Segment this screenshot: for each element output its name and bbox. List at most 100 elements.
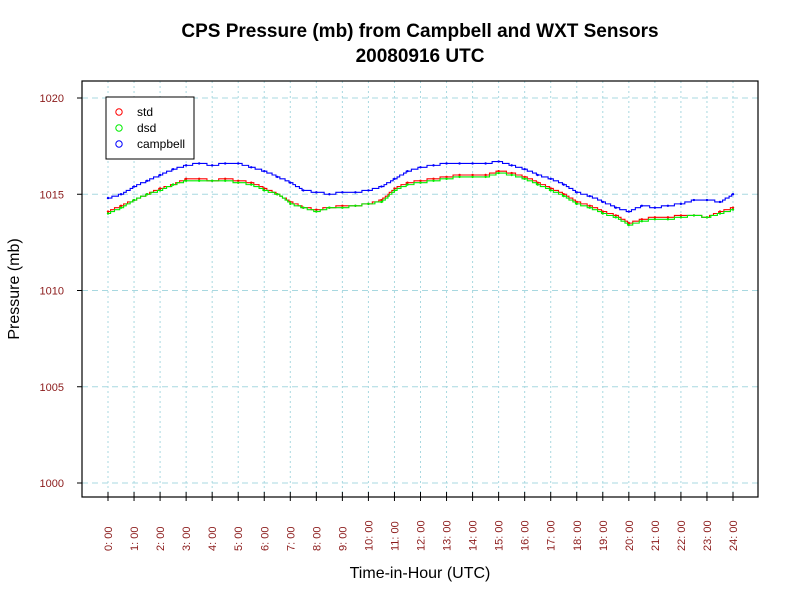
data-point-campbell	[614, 206, 618, 209]
data-point-campbell	[562, 183, 565, 186]
data-point-dsd	[184, 179, 188, 182]
data-point-std	[666, 216, 670, 219]
data-point-campbell	[132, 185, 136, 188]
x-tick-label: 11: 00	[389, 521, 401, 551]
data-point-std	[158, 187, 162, 190]
data-point-std	[588, 204, 591, 207]
data-point-campbell	[653, 206, 657, 209]
data-point-campbell	[640, 204, 644, 207]
data-point-std	[549, 187, 552, 190]
data-point-dsd	[549, 189, 552, 192]
data-point-dsd	[145, 193, 149, 196]
data-point-dsd	[328, 206, 331, 209]
data-point-campbell	[588, 194, 591, 198]
data-point-campbell	[341, 191, 344, 194]
data-point-std	[627, 221, 631, 225]
x-tick-label: 21: 00	[650, 520, 662, 551]
data-point-campbell	[158, 173, 162, 177]
data-point-dsd	[406, 183, 409, 186]
data-point-dsd	[614, 216, 618, 219]
y-tick-label: 1020	[40, 93, 64, 105]
data-point-std	[679, 214, 683, 217]
data-point-campbell	[106, 196, 110, 200]
data-point-std	[484, 173, 487, 177]
data-point-std	[471, 173, 474, 177]
data-point-dsd	[471, 175, 474, 179]
x-tick-label: 14: 00	[468, 520, 480, 551]
data-point-dsd	[237, 181, 240, 184]
data-point-dsd	[536, 183, 539, 186]
x-tick-label: 16: 00	[520, 520, 532, 551]
data-point-campbell	[145, 179, 149, 182]
data-point-campbell	[692, 198, 696, 202]
data-point-std	[184, 177, 188, 181]
data-point-campbell	[679, 202, 683, 206]
data-point-std	[380, 198, 383, 202]
data-point-campbell	[367, 189, 370, 192]
x-tick-label: 9: 00	[337, 527, 349, 551]
data-point-campbell	[210, 164, 214, 167]
y-tick-label: 1015	[40, 189, 64, 201]
data-point-std	[458, 173, 461, 177]
x-tick-label: 2: 00	[155, 527, 167, 551]
y-tick-label: 1005	[40, 382, 64, 394]
data-point-dsd	[666, 218, 670, 221]
data-point-dsd	[458, 175, 461, 179]
data-point-std	[601, 210, 604, 213]
data-point-campbell	[354, 191, 357, 194]
data-point-dsd	[497, 171, 500, 175]
data-point-std	[445, 175, 448, 179]
data-point-std	[614, 214, 618, 217]
data-point-dsd	[653, 218, 657, 221]
data-point-campbell	[445, 162, 448, 165]
data-point-campbell	[419, 166, 422, 169]
data-point-std	[640, 218, 644, 221]
x-tick-label: 3: 00	[181, 527, 193, 551]
x-tick-label: 24: 00	[728, 520, 740, 551]
data-point-std	[432, 177, 435, 181]
data-point-campbell	[458, 162, 461, 165]
data-point-dsd	[692, 214, 696, 217]
data-point-std	[731, 206, 735, 209]
data-point-campbell	[718, 200, 722, 204]
data-point-dsd	[367, 202, 370, 206]
legend-marker-campbell	[115, 140, 123, 148]
x-tick-label: 17: 00	[546, 520, 558, 551]
data-point-std	[393, 187, 396, 190]
data-point-std	[197, 177, 201, 181]
chart-title: CPS Pressure (mb) from Campbell and WXT …	[181, 21, 658, 42]
data-point-campbell	[666, 204, 670, 207]
series-dsd	[106, 171, 735, 227]
legend-marker-std	[115, 108, 123, 116]
series-line-campbell	[108, 160, 733, 213]
data-point-dsd	[380, 200, 383, 204]
legend: std dsd campbell	[105, 96, 195, 160]
data-point-campbell	[549, 177, 552, 181]
x-tick-label: 10: 00	[363, 520, 375, 551]
x-tick-label: 23: 00	[702, 520, 714, 551]
data-point-dsd	[197, 179, 201, 182]
data-point-std	[536, 181, 539, 184]
data-point-std	[119, 204, 123, 207]
data-point-std	[263, 187, 266, 190]
x-tick-label: 22: 00	[676, 520, 688, 551]
data-point-dsd	[132, 198, 136, 202]
series-line-dsd	[108, 172, 733, 226]
x-axis-label: Time-in-Hour (UTC)	[350, 565, 491, 582]
data-point-dsd	[341, 206, 344, 209]
x-tick-label: 12: 00	[416, 520, 428, 551]
data-point-campbell	[197, 162, 201, 165]
data-point-campbell	[523, 168, 526, 171]
data-point-std	[406, 181, 409, 184]
x-tick-label: 20: 00	[624, 520, 636, 551]
x-tick-label: 0: 00	[103, 527, 115, 551]
data-point-std	[653, 216, 657, 219]
data-point-dsd	[640, 220, 644, 223]
data-point-std	[575, 200, 578, 204]
data-point-dsd	[106, 212, 110, 215]
data-point-dsd	[419, 181, 422, 184]
legend-marker-dsd	[115, 124, 123, 132]
data-point-campbell	[705, 198, 709, 202]
data-point-campbell	[223, 162, 227, 165]
